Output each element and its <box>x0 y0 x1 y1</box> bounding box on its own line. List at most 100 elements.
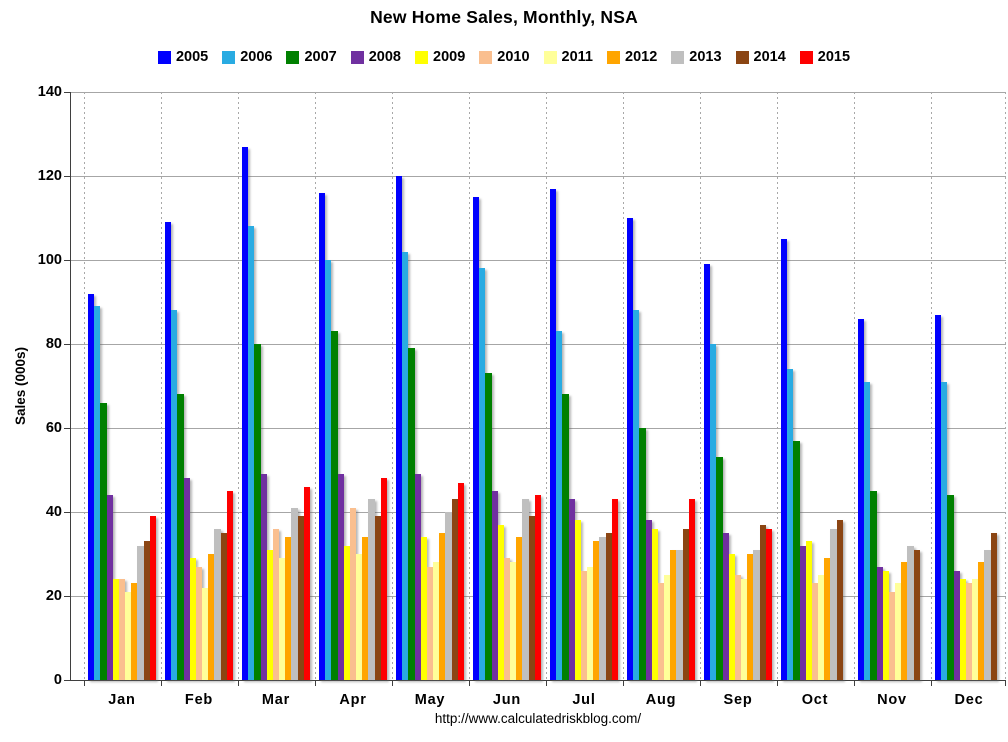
y-tick-mark <box>64 176 70 177</box>
chart-title: New Home Sales, Monthly, NSA <box>370 7 638 27</box>
legend-label-2007: 2007 <box>304 49 337 65</box>
bar-2015-sep <box>765 528 773 680</box>
month-cluster-mar <box>238 92 315 680</box>
bar-2007-mar <box>254 344 261 680</box>
v-gridline <box>776 92 778 680</box>
y-tick-mark <box>64 344 70 345</box>
y-tick-label-60: 60 <box>45 420 62 436</box>
x-tick-mark <box>391 681 393 686</box>
month-cluster-oct <box>777 92 854 680</box>
legend-swatch-icon-2012 <box>607 50 620 64</box>
y-tick-label-80: 80 <box>45 336 62 352</box>
bar-2012-apr <box>362 537 369 680</box>
legend-label-2006: 2006 <box>240 49 273 65</box>
x-tick-label-nov: Nov <box>877 692 907 708</box>
bar-2010-jul <box>580 570 588 680</box>
bar-2008-dec <box>953 570 960 680</box>
v-gridline <box>160 92 162 680</box>
bar-2007-jun <box>485 373 492 680</box>
bar-2010-mar <box>272 528 280 680</box>
bar-2011-sep <box>741 579 748 680</box>
bar-2006-sep <box>710 344 717 680</box>
bar-2007-sep <box>716 457 723 680</box>
bar-2010-nov <box>888 591 896 680</box>
bar-2011-jun <box>510 562 517 680</box>
bar-2009-aug <box>651 528 658 680</box>
month-cluster-jun <box>469 92 546 680</box>
legend-swatch-icon-2007 <box>286 50 300 64</box>
bar-2015-jan <box>149 516 157 680</box>
legend-item-2009: 2009 <box>415 49 465 65</box>
x-tick-label-oct: Oct <box>801 692 829 708</box>
y-tick-label-0: 0 <box>53 672 62 688</box>
bar-2005-mar <box>241 146 249 680</box>
legend-swatch-icon-2006 <box>222 50 236 64</box>
y-tick-label-140: 140 <box>37 84 62 100</box>
bar-2007-jan <box>100 402 107 680</box>
bar-2013-jul <box>599 537 606 680</box>
bar-2012-may <box>439 533 446 680</box>
x-tick-label-jul: Jul <box>572 692 596 708</box>
bar-2012-mar <box>285 537 292 680</box>
bar-2010-sep <box>734 575 742 680</box>
v-gridline <box>391 92 393 680</box>
legend-item-2014: 2014 <box>735 49 786 65</box>
legend-item-2005: 2005 <box>157 49 208 65</box>
bar-2012-sep <box>747 554 754 680</box>
bar-2011-oct <box>818 575 825 680</box>
bar-2015-jul <box>611 499 619 680</box>
legend-item-2007: 2007 <box>286 49 337 65</box>
legend-swatch-icon-2005 <box>157 50 171 64</box>
x-tick-mark <box>776 681 778 686</box>
y-tick-label-20: 20 <box>45 588 62 604</box>
bar-2009-dec <box>959 579 966 680</box>
bar-2010-feb <box>195 566 203 680</box>
bar-2008-feb <box>183 478 190 680</box>
plot-area: Jan Feb Mar Apr May Jun Jul Aug Sep Oct Nov Dec <box>70 91 1006 708</box>
bar-2009-jul <box>574 520 581 680</box>
bar-2013-sep <box>753 549 760 680</box>
bar-2005-jan <box>87 293 95 680</box>
legend-item-2010: 2010 <box>479 49 530 65</box>
bar-2006-jan <box>94 306 101 680</box>
v-gridline <box>1004 92 1006 680</box>
x-tick-mark <box>1005 681 1006 686</box>
bar-2010-dec <box>965 583 973 680</box>
bar-2012-jan <box>131 583 138 680</box>
bar-2006-mar <box>248 226 255 680</box>
bar-2014-jun <box>528 516 535 680</box>
legend-label-2015: 2015 <box>817 49 851 65</box>
y-tick-label-120: 120 <box>37 168 62 184</box>
bar-2015-apr <box>380 478 388 680</box>
bar-2006-oct <box>787 369 794 680</box>
bar-2014-nov <box>913 549 920 680</box>
bar-2014-jan <box>143 541 150 680</box>
v-gridline <box>622 92 624 680</box>
bar-2013-aug <box>676 549 683 680</box>
bar-2006-aug <box>633 310 640 680</box>
legend-item-2013: 2013 <box>671 49 722 65</box>
legend-swatch-icon-2009 <box>415 50 428 64</box>
bar-2013-feb <box>214 528 221 680</box>
y-tick-mark <box>64 596 70 597</box>
bar-2014-oct <box>836 520 843 680</box>
bar-2005-jul <box>549 188 557 680</box>
bar-2006-feb <box>171 310 178 680</box>
legend-label-2011: 2011 <box>561 49 593 65</box>
bar-2013-apr <box>368 499 375 680</box>
x-tick-label-sep: Sep <box>723 692 753 708</box>
month-cluster-apr <box>315 92 392 680</box>
y-tick-mark <box>64 512 70 513</box>
legend-label-2009: 2009 <box>433 49 466 65</box>
bar-2007-nov <box>870 491 877 680</box>
bar-2012-jul <box>593 541 600 680</box>
x-tick-mark <box>699 681 701 686</box>
x-tick-mark <box>160 681 162 686</box>
bar-2013-oct <box>830 528 837 680</box>
legend-swatch-icon-2008 <box>350 50 364 64</box>
bar-2010-may <box>426 566 434 680</box>
month-cluster-aug <box>623 92 700 680</box>
bar-2008-mar <box>260 474 267 680</box>
bar-2005-nov <box>857 318 865 680</box>
x-tick-label-feb: Feb <box>184 692 214 708</box>
